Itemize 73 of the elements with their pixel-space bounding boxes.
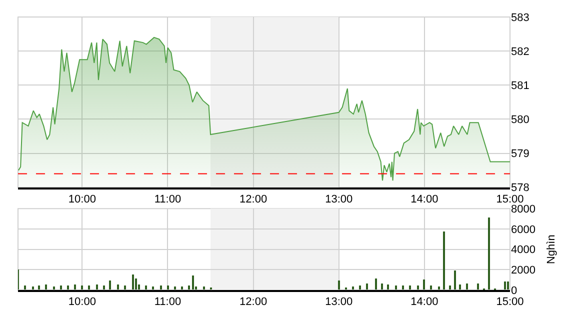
- bar: [160, 286, 162, 290]
- bar: [466, 284, 468, 290]
- bar: [402, 286, 404, 290]
- bar: [132, 274, 134, 290]
- bar: [381, 284, 383, 290]
- bar: [145, 286, 147, 290]
- x-tick-label: 12:00: [240, 296, 268, 308]
- bar: [203, 286, 205, 290]
- bar: [417, 286, 419, 290]
- bar: [124, 286, 126, 290]
- bar: [387, 284, 389, 290]
- bar: [96, 284, 98, 290]
- bar: [438, 286, 440, 290]
- bar: [174, 286, 176, 290]
- y-tick-label: 581: [511, 80, 530, 92]
- bar: [109, 280, 111, 290]
- x-tick-label: 10:00: [68, 193, 96, 206]
- x-tick-label: 14:00: [410, 296, 438, 308]
- bar: [366, 284, 368, 290]
- x-tick-label: 11:00: [154, 193, 182, 206]
- x-tick-label: 10:00: [68, 296, 96, 308]
- bar: [504, 282, 506, 290]
- bar: [152, 286, 154, 290]
- bar: [423, 280, 425, 290]
- bar: [352, 286, 354, 290]
- bar: [38, 286, 40, 290]
- y-tick-label: 0: [511, 284, 518, 297]
- bar: [32, 286, 34, 290]
- y-tick-label: 583: [511, 12, 530, 24]
- y-tick-label: 6000: [511, 224, 536, 236]
- x-tick-label: 13:00: [325, 193, 353, 206]
- bar: [430, 286, 432, 290]
- y-tick-label: 580: [511, 114, 530, 126]
- bar: [507, 282, 509, 290]
- x-tick-label: 12:00: [240, 193, 268, 206]
- bar: [45, 284, 47, 290]
- bar: [135, 278, 137, 290]
- bar: [409, 286, 411, 290]
- x-tick-label: 11:00: [154, 296, 182, 308]
- y-tick-label: 578: [511, 182, 530, 194]
- y-tick-label: 582: [511, 46, 530, 58]
- bar: [74, 284, 76, 290]
- bar: [60, 286, 62, 290]
- bar: [488, 218, 490, 290]
- bar: [117, 284, 119, 290]
- bar: [103, 286, 105, 290]
- y-axis-title: Nghìn: [546, 234, 558, 264]
- bar: [53, 286, 55, 290]
- bar: [181, 286, 183, 290]
- bar: [167, 286, 169, 290]
- y-tick-label: 2000: [511, 264, 536, 277]
- bar: [188, 286, 190, 290]
- bar: [81, 286, 83, 290]
- bar: [375, 278, 377, 290]
- bar: [359, 286, 361, 290]
- x-tick-label: 13:00: [325, 296, 353, 308]
- bar: [459, 284, 461, 290]
- bar: [395, 286, 397, 290]
- x-tick-label: 14:00: [410, 193, 438, 206]
- bar: [338, 280, 340, 290]
- y-tick-label: 4000: [511, 244, 536, 256]
- y-tick-label: 579: [511, 148, 530, 160]
- bar: [24, 286, 26, 290]
- bar: [88, 286, 90, 290]
- x-tick-label: 15:00: [496, 296, 524, 308]
- bar: [454, 270, 456, 290]
- bar: [192, 276, 194, 290]
- x-tick-label: 15:00: [496, 193, 524, 206]
- y-tick-label: 8000: [511, 203, 536, 216]
- bar: [443, 232, 445, 290]
- bar: [67, 286, 69, 290]
- bar: [449, 286, 451, 290]
- bar: [477, 284, 479, 290]
